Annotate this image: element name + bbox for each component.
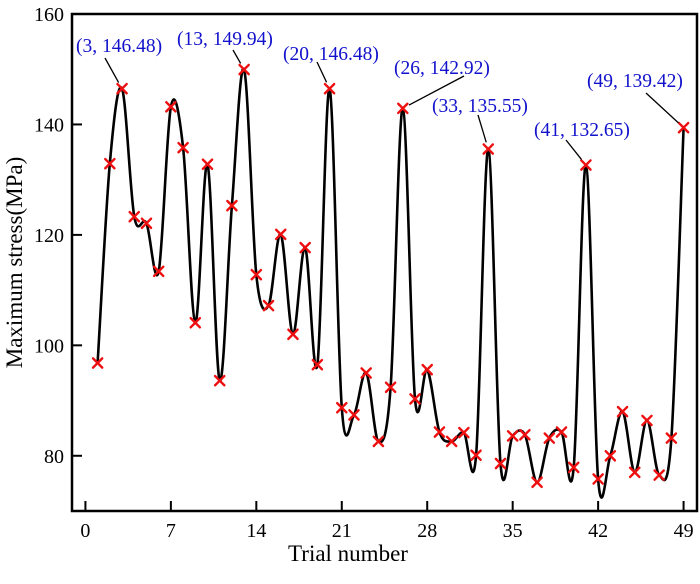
data-point-marker: [213, 374, 226, 387]
y-axis-title: Maximum stress(MPa): [2, 157, 27, 368]
data-point-marker: [287, 328, 299, 341]
data-point-marker: [494, 457, 507, 470]
data-point-marker: [421, 363, 434, 376]
data-point-marker: [567, 461, 580, 474]
data-point-marker: [165, 100, 177, 113]
data-point-marker: [201, 158, 214, 171]
data-point-marker: [128, 210, 141, 223]
x-tick-label: 42: [588, 520, 608, 542]
y-tick-label: 80: [44, 446, 64, 468]
annotation-leader-line: [232, 49, 242, 64]
data-point-marker: [482, 143, 495, 155]
plot-frame: [70, 12, 699, 513]
data-point-marker: [665, 432, 678, 444]
data-point-marker: [580, 159, 592, 171]
data-point-marker: [470, 449, 482, 462]
data-point-marker: [177, 141, 189, 154]
data-point-marker: [677, 121, 690, 134]
annotation-leader-line: [316, 61, 328, 83]
data-point-marker: [348, 409, 360, 421]
x-tick-label: 49: [674, 520, 694, 542]
data-point-marker: [262, 299, 275, 312]
data-point-marker: [311, 358, 324, 371]
annotation-leader-line: [104, 57, 120, 83]
data-point-marker: [458, 426, 470, 439]
data-point-marker: [323, 82, 336, 95]
data-point-marker: [226, 199, 238, 212]
y-tick-label: 160: [34, 4, 64, 26]
data-point-marker: [360, 367, 372, 379]
data-point-marker: [628, 466, 641, 479]
y-tick-label: 100: [34, 335, 64, 357]
data-point-marker: [641, 414, 653, 427]
annotation-label: (20, 146.48): [283, 44, 379, 65]
data-point-marker: [409, 393, 421, 405]
x-tick-label: 7: [166, 520, 176, 542]
annotation-label: (3, 146.48): [76, 36, 162, 57]
annotation-leader-line: [565, 139, 583, 160]
data-point-marker: [140, 217, 153, 230]
y-tick-label: 140: [34, 114, 64, 136]
data-point-marker: [531, 476, 543, 489]
data-point-marker: [445, 435, 458, 448]
data-point-marker: [592, 473, 604, 485]
x-tick-label: 0: [80, 520, 90, 542]
annotation-label: (33, 135.55): [432, 96, 528, 117]
data-point-marker: [250, 268, 263, 281]
data-point-marker: [384, 381, 397, 394]
annotation-leader-line: [408, 75, 465, 106]
annotation-leader-line: [477, 114, 487, 143]
data-point-marker: [335, 401, 348, 414]
x-axis-title: Trial number: [288, 541, 408, 566]
data-point-marker: [397, 102, 409, 115]
annotation-label: (26, 142.92): [394, 58, 490, 79]
data-point-marker: [299, 241, 311, 254]
data-point-marker: [91, 357, 104, 369]
x-tick-label: 21: [332, 520, 352, 542]
data-point-marker: [189, 316, 202, 329]
data-point-marker: [372, 435, 385, 448]
annotation-label: (49, 139.42): [587, 71, 683, 92]
data-point-marker: [653, 469, 665, 481]
data-point-marker: [238, 63, 250, 76]
data-point-marker: [543, 432, 556, 444]
x-tick-label: 28: [417, 520, 437, 542]
annotation-leader-line: [645, 92, 679, 124]
data-point-marker: [152, 265, 165, 278]
data-point-marker: [433, 426, 446, 438]
data-point-marker: [616, 405, 629, 418]
x-tick-label: 14: [246, 520, 266, 542]
data-point-marker: [104, 157, 116, 170]
data-point-marker: [506, 430, 519, 442]
annotation-label: (13, 149.94): [177, 29, 273, 50]
data-point-marker: [555, 426, 568, 438]
series-line: [96, 67, 685, 499]
data-point-marker: [116, 82, 128, 95]
y-tick-label: 120: [34, 225, 64, 247]
data-point-marker: [274, 228, 287, 241]
annotation-label: (41, 132.65): [534, 120, 630, 141]
x-tick-label: 35: [503, 520, 523, 542]
data-point-marker: [604, 449, 617, 462]
data-point-marker: [519, 428, 531, 441]
